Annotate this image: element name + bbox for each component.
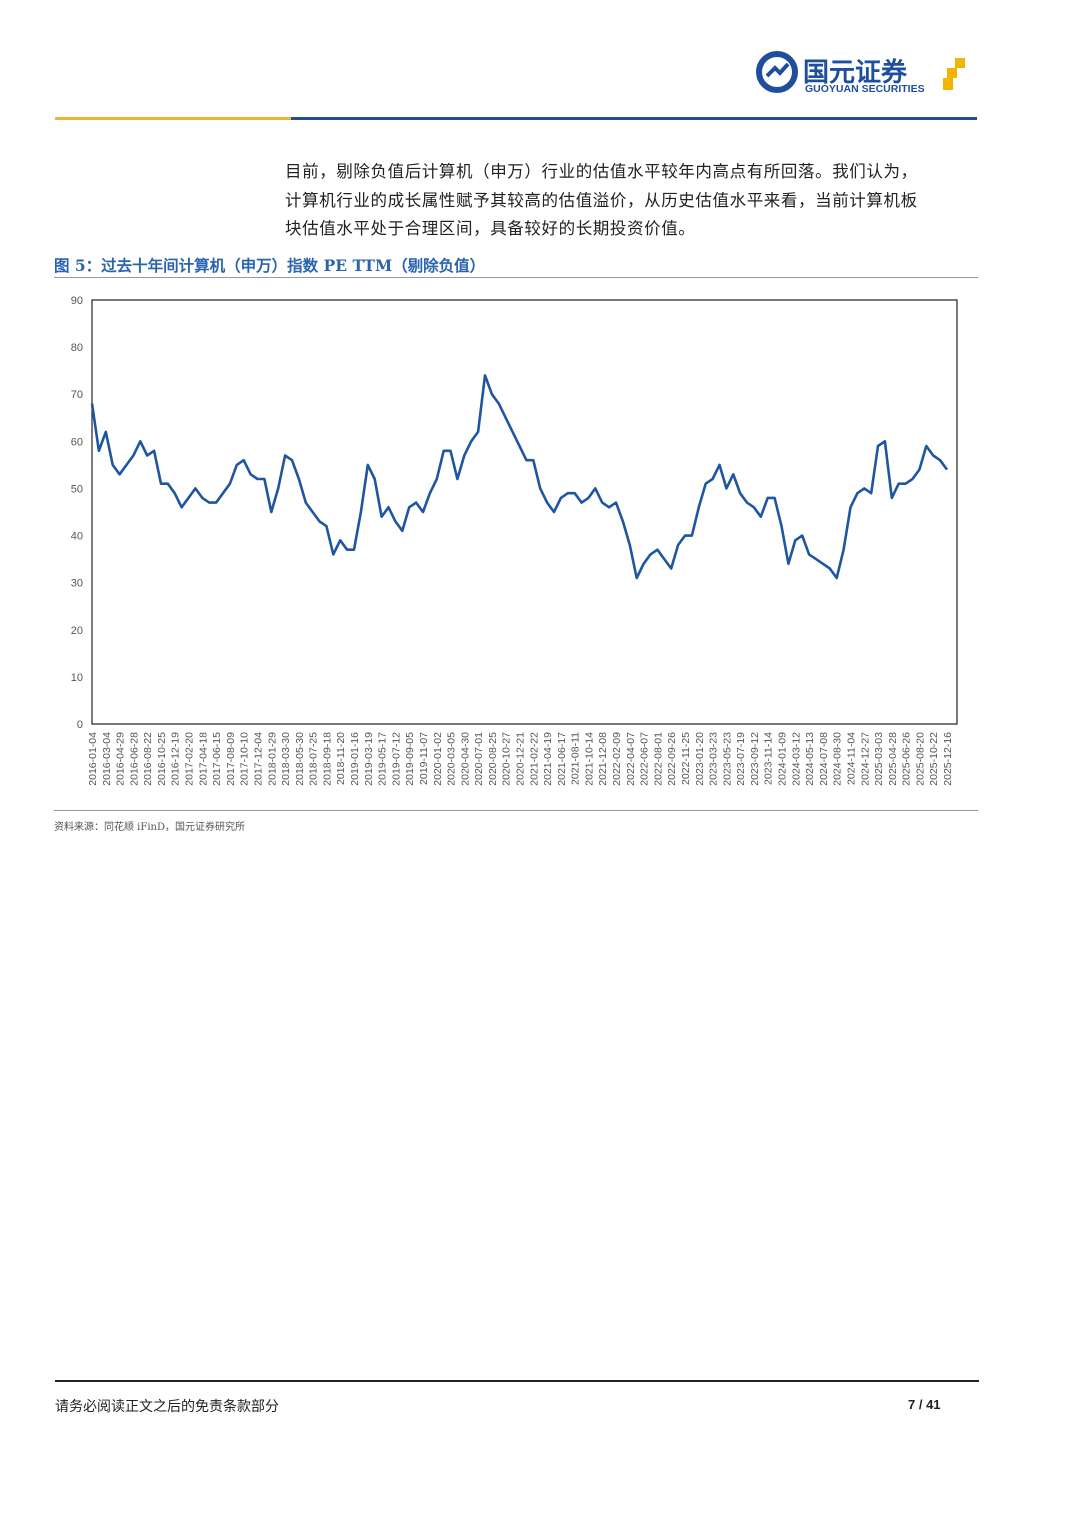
y-tick-label: 30 [71,578,83,590]
x-tick-label: 2023-11-14 [763,732,775,785]
x-tick-label: 2017-08-09 [225,732,237,786]
x-tick-label: 2016-08-22 [142,732,154,786]
source: 资料来源：同花顺 iFinD，国元证券研究所 [54,822,245,833]
x-tick-label: 2017-04-18 [197,732,209,786]
paragraph-line: 计算机行业的成长属性赋予其较高的估值溢价，从历史估值水平来看，当前计算机板 [285,191,918,210]
paragraph-line: 块估值水平处于合理区间，具备较好的长期投资价值。 [285,219,696,238]
x-tick-label: 2017-10-10 [239,732,251,786]
x-tick-label: 2021-12-08 [597,732,609,786]
x-tick-label: 2020-12-21 [515,732,527,786]
x-tick-label: 2021-06-17 [556,732,568,786]
x-tick-label: 2019-11-07 [418,732,430,785]
brand-en: GUOYUAN SECURITIES [805,83,925,95]
x-tick-label: 2025-04-28 [887,732,899,786]
x-tick-label: 2024-01-09 [777,732,789,786]
y-tick-label: 50 [71,483,83,495]
x-tick-label: 2018-11-20 [335,732,347,785]
x-tick-label: 2016-06-28 [128,732,140,786]
page-number: 7 / 41 [908,1397,941,1412]
logo [756,51,965,93]
x-tick-label: 2022-04-07 [625,732,637,786]
x-tick-label: 2023-09-12 [749,732,761,786]
x-tick-label: 2024-05-13 [804,732,816,786]
y-tick-label: 80 [71,342,83,354]
x-tick-label: 2016-01-04 [87,732,99,786]
x-tick-label: 2024-03-12 [790,732,802,786]
x-tick-label: 2017-12-04 [252,732,264,786]
x-tick-label: 2021-02-22 [528,732,540,786]
x-tick-label: 2020-03-05 [446,732,458,786]
y-tick-label: 90 [71,295,83,307]
x-tick-label: 2018-07-25 [308,732,320,786]
figure-caption: 图 5：过去十年间计算机（申万）指数 PE TTM（剔除负值） [54,256,486,275]
x-tick-label: 2024-11-04 [845,732,857,785]
x-tick-label: 2019-05-17 [377,732,389,786]
brand: 国元证券 [803,58,908,88]
x-tick-label: 2021-08-11 [570,732,582,785]
x-tick-label: 2024-07-08 [818,732,830,786]
y-tick-label: 70 [71,389,83,401]
paragraph-line: 目前，剔除负值后计算机（申万）行业的估值水平较年内高点有所回落。我们认为， [285,162,918,181]
disclaimer: 请务必阅读正文之后的免责条款部分 [55,1399,279,1415]
logo-square [947,68,957,78]
x-tick-label: 2023-01-20 [694,732,706,786]
plot-frame [91,299,958,725]
x-tick-label: 2020-10-27 [501,732,513,786]
x-tick-label: 2023-03-23 [708,732,720,786]
x-tick-label: 2020-08-25 [487,732,499,786]
x-tick-label: 2019-09-05 [404,732,416,786]
y-tick-label: 10 [71,672,83,684]
x-tick-label: 2025-03-03 [873,732,885,786]
x-tick-label: 2022-11-25 [680,732,692,785]
logo-square [943,78,953,90]
x-tick-label: 2016-10-25 [156,732,168,786]
x-tick-label: 2022-02-09 [611,732,623,786]
x-tick-label: 2020-07-01 [473,732,485,786]
x-tick-label: 2024-12-27 [859,732,871,786]
x-tick-label: 2025-12-16 [942,732,954,786]
header-rule [291,117,977,120]
x-tick-label: 2025-06-26 [901,732,913,786]
x-tick-label: 2020-04-30 [459,732,471,786]
x-tick-label: 2022-09-26 [666,732,678,786]
logo-arrow [765,62,790,78]
x-tick-label: 2016-03-04 [101,732,113,786]
y-tick-label: 60 [71,436,83,448]
x-tick-label: 2021-04-19 [542,732,554,786]
x-tick-label: 2017-06-15 [211,732,223,786]
x-tick-label: 2018-03-30 [280,732,292,786]
footer-rule [55,1380,979,1382]
y-tick-label: 40 [71,531,83,543]
x-tick-label: 2017-02-20 [184,732,196,786]
logo-ring [756,51,798,93]
x-tick-label: 2022-06-07 [639,732,651,786]
x-tick-label: 2018-05-30 [294,732,306,786]
y-tick-label: 20 [71,625,83,637]
x-tick-label: 2018-01-29 [266,732,278,786]
x-tick-label: 2020-01-02 [432,732,444,786]
x-tick-label: 2022-08-01 [652,732,664,786]
logo-square [955,58,965,68]
x-tick-label: 2016-12-19 [170,732,182,786]
x-tick-label: 2025-08-20 [914,732,926,786]
x-tick-label: 2018-09-18 [321,732,333,786]
x-tick-label: 2019-07-12 [390,732,402,786]
x-tick-label: 2025-10-22 [928,732,940,786]
x-tick-label: 2023-05-23 [721,732,733,786]
source-rule [54,810,978,811]
x-tick-label: 2016-04-29 [115,732,127,786]
x-tick-label: 2024-08-30 [832,732,844,786]
x-tick-label: 2021-10-14 [583,732,595,786]
y-tick-label: 0 [77,719,83,731]
caption-rule [54,277,978,278]
x-tick-label: 2019-01-16 [349,732,361,786]
pe-line [90,374,949,580]
header-rule [55,117,291,120]
x-tick-label: 2019-03-19 [363,732,375,786]
x-tick-label: 2023-07-19 [735,732,747,786]
